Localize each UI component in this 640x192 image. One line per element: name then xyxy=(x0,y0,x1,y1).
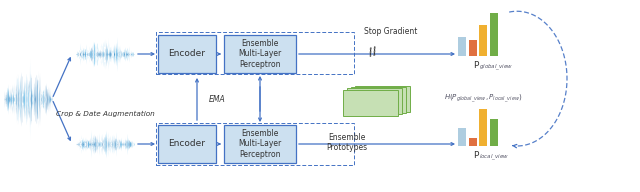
Bar xyxy=(458,128,466,146)
Bar xyxy=(490,119,497,146)
Bar xyxy=(458,37,466,56)
Bar xyxy=(156,123,354,165)
Bar xyxy=(224,35,296,73)
Text: $\mathregular{P}$: $\mathregular{P}$ xyxy=(474,59,481,70)
Bar xyxy=(347,88,402,114)
Text: $\mathregular{P}$: $\mathregular{P}$ xyxy=(474,149,481,160)
Text: Ensemble
Multi-Layer
Perceptron: Ensemble Multi-Layer Perceptron xyxy=(238,129,282,159)
Bar xyxy=(468,138,477,146)
Bar xyxy=(479,25,487,56)
Text: Ensemble
Multi-Layer
Perceptron: Ensemble Multi-Layer Perceptron xyxy=(238,39,282,69)
Bar xyxy=(156,32,354,74)
Bar xyxy=(468,40,477,56)
Bar xyxy=(224,125,296,163)
Text: Stop Gradient: Stop Gradient xyxy=(364,27,418,36)
Bar xyxy=(351,87,406,113)
Text: //: // xyxy=(368,46,378,58)
Text: Encoder: Encoder xyxy=(168,140,205,148)
Bar xyxy=(343,90,398,116)
Text: $\mathit{global\_view}$: $\mathit{global\_view}$ xyxy=(479,63,513,72)
Bar xyxy=(158,125,216,163)
Text: Ensemble
Prototypes: Ensemble Prototypes xyxy=(326,133,367,152)
Bar xyxy=(490,13,497,56)
Text: $H(P_{\mathit{global\_view}}, P_{\mathit{local\_view}})$: $H(P_{\mathit{global\_view}}, P_{\mathit… xyxy=(444,93,522,105)
Text: Crop & Date Augmentation: Crop & Date Augmentation xyxy=(56,111,154,117)
Bar xyxy=(355,86,410,112)
Bar xyxy=(158,35,216,73)
Bar xyxy=(479,109,487,146)
Text: EMA: EMA xyxy=(209,94,226,103)
Text: Encoder: Encoder xyxy=(168,50,205,59)
Text: $\mathit{local\_view}$: $\mathit{local\_view}$ xyxy=(479,153,509,162)
